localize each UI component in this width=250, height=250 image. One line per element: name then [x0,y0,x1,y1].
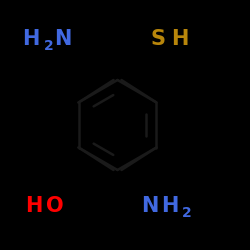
Text: O: O [46,196,64,216]
Text: H: H [22,29,40,49]
Text: H: H [25,196,42,216]
Text: S: S [150,29,165,49]
Text: 2: 2 [182,206,192,220]
Text: N: N [54,29,71,49]
Text: H: H [161,196,178,216]
Text: 2: 2 [44,38,54,52]
Text: H: H [171,29,189,49]
Text: N: N [141,196,159,216]
